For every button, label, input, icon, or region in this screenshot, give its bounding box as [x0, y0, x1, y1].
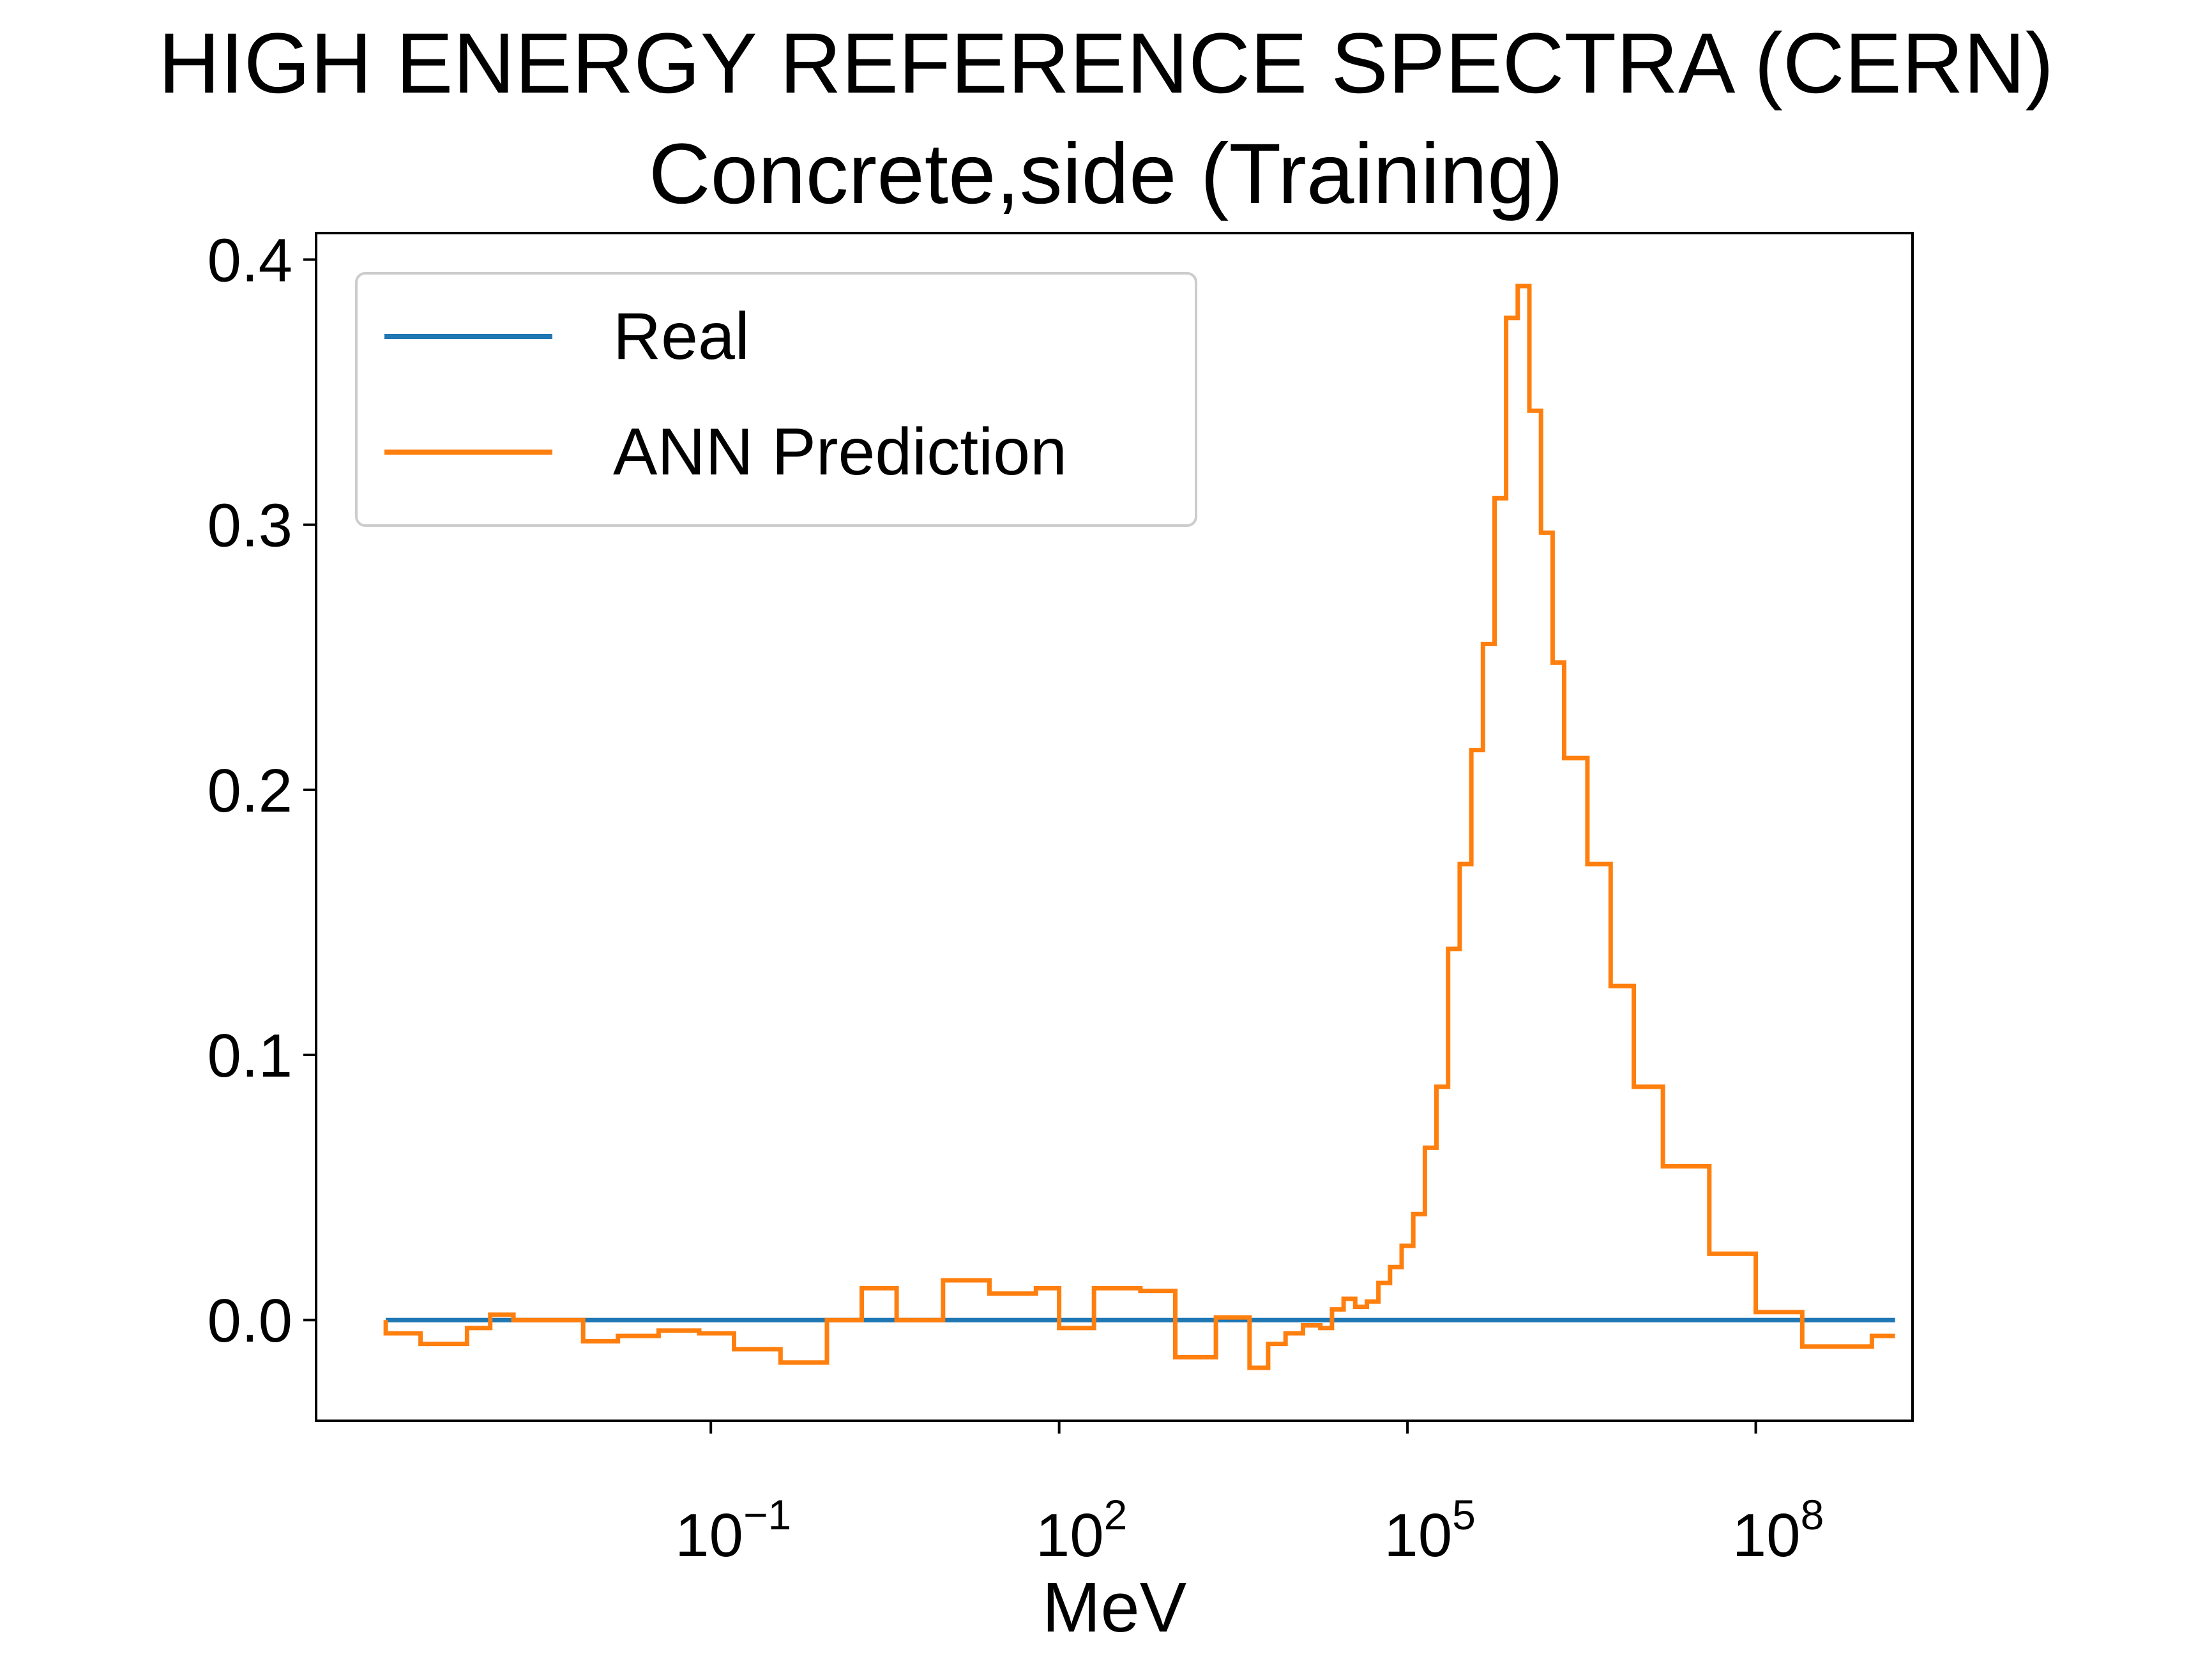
legend: Real ANN Prediction [355, 272, 1197, 527]
y-tick-label: 0.3 [208, 492, 292, 560]
chart-subtitle: Concrete,side (Training) [649, 126, 1563, 222]
x-tick-label: 10−1 [675, 1491, 791, 1570]
x-axis-label: MeV [1042, 1568, 1186, 1647]
y-tick-label: 0.0 [208, 1287, 292, 1355]
y-tick-label: 0.2 [208, 757, 292, 825]
x-tick-label: 105 [1384, 1491, 1476, 1570]
x-tick-label: 102 [1036, 1491, 1128, 1570]
x-tick-label: 108 [1732, 1491, 1824, 1570]
legend-box [355, 272, 1197, 527]
legend-label-real: Real [613, 299, 750, 374]
y-axis-ticks: 0.0 0.1 0.2 0.3 0.4 [208, 227, 316, 1355]
series-line-ann-prediction [383, 284, 1895, 1370]
x-axis-ticks: 10−1 102 105 108 [675, 1421, 1824, 1570]
series-layer [383, 284, 1895, 1370]
chart-title: HIGH ENERGY REFERENCE SPECTRA (CERN) [158, 16, 2054, 111]
y-tick-label: 0.1 [208, 1022, 292, 1090]
y-tick-label: 0.4 [208, 227, 292, 295]
axes-frame [315, 232, 1914, 1422]
legend-label-ann-prediction: ANN Prediction [613, 415, 1067, 489]
plot-area [315, 232, 1914, 1422]
